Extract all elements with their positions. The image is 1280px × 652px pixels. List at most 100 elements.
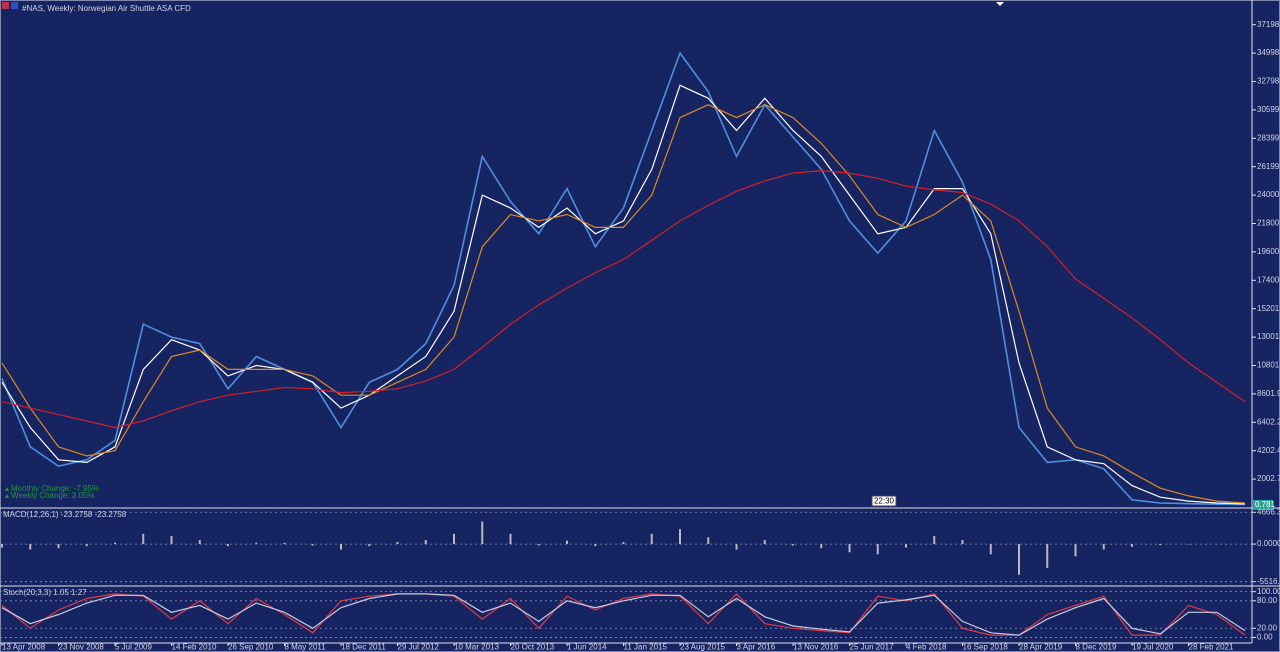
y-tick-label: 20.00 [1257, 623, 1278, 632]
x-tick-label: 5 Jul 2009 [115, 643, 152, 652]
histogram-bar [114, 542, 116, 545]
y-tick-label: 8601.93 [1257, 389, 1280, 398]
last-price-box [1253, 499, 1273, 510]
histogram-bar [876, 544, 879, 555]
histogram-bar [198, 540, 201, 545]
y-tick-label: 0.0000 [1257, 539, 1280, 548]
histogram-bar [255, 542, 258, 545]
y-tick-label: 37198.35 [1257, 20, 1280, 29]
histogram-bar [170, 535, 173, 545]
histogram-bar [1131, 544, 1133, 547]
panel-title: Stoch(20,3,3) 1.05 1.27 [3, 588, 87, 597]
histogram-bar [707, 537, 710, 545]
histogram-bar [509, 533, 512, 545]
x-tick-label: 4 Feb 2018 [906, 643, 947, 652]
y-tick-label: 10801.65 [1257, 361, 1280, 370]
series-line [1, 104, 1246, 504]
y-tick-label: 6402.2 [1257, 417, 1280, 426]
histogram-bar [1159, 544, 1162, 546]
x-tick-label: 11 Jan 2015 [624, 643, 668, 652]
histogram-bar [1, 544, 3, 548]
x-tick-label: 26 Sep 2010 [228, 643, 274, 652]
histogram-bar [85, 544, 88, 547]
histogram-bar [735, 544, 738, 550]
change-label: Monthly Change: -7.95% [11, 484, 99, 493]
y-tick-label: 19600.55 [1257, 247, 1280, 256]
x-tick-label: 1 Jun 2014 [567, 643, 607, 652]
histogram-bar [340, 544, 342, 550]
x-tick-label: 14 Feb 2010 [172, 643, 217, 652]
x-tick-label: 20 Oct 2013 [511, 643, 555, 652]
histogram-bar [933, 535, 936, 545]
histogram-bar [989, 544, 992, 555]
x-tick-label: 23 Aug 2015 [680, 643, 725, 652]
histogram-bar [1102, 544, 1105, 550]
y-tick-label: -5516.75 [1257, 577, 1280, 586]
last-price-label: 0.781 [1255, 500, 1276, 509]
histogram-bar [1074, 544, 1077, 557]
y-tick-label: 13001.38 [1257, 332, 1280, 341]
y-tick-label: 34998.63 [1257, 48, 1280, 57]
histogram-bar [453, 533, 455, 545]
x-tick-label: 18 Dec 2011 [341, 643, 386, 652]
histogram-bar [1046, 544, 1049, 568]
histogram-bar [29, 544, 32, 550]
histogram-bar [650, 533, 653, 545]
histogram-bar [763, 540, 766, 545]
histogram-bar [142, 533, 145, 545]
histogram-bar [792, 544, 794, 546]
panel-title: #NAS, Weekly: Norwegian Air Shuttle ASA … [22, 4, 191, 13]
histogram-bar [622, 542, 625, 545]
histogram-bar [283, 542, 286, 545]
shift-marker [996, 2, 1004, 6]
y-tick-label: 0.00 [1257, 633, 1273, 642]
symbol-icon [2, 2, 9, 9]
y-tick-label: 4202.48 [1257, 446, 1280, 455]
x-tick-label: 3 Apr 2016 [737, 643, 776, 652]
series-line [1, 593, 1246, 636]
clock-label: 22:30 [874, 497, 895, 506]
change-icon [5, 494, 9, 498]
histogram-bar [227, 544, 229, 547]
histogram-bar [820, 544, 823, 549]
histogram-bar [594, 544, 597, 547]
y-tick-label: 24000.00 [1257, 190, 1280, 199]
change-icon [5, 487, 9, 491]
x-tick-label: 16 Sep 2018 [963, 643, 1009, 652]
y-tick-label: 2002.75 [1257, 474, 1280, 483]
series-line [1, 84, 1246, 505]
series-line [1, 169, 1246, 429]
histogram-bar [566, 540, 568, 545]
histogram-bar [679, 529, 681, 545]
symbol-icon [11, 2, 18, 9]
histogram-bar [57, 544, 60, 549]
histogram-bar [396, 542, 399, 545]
y-tick-label: 32798.9 [1257, 77, 1280, 86]
histogram-bar [848, 544, 851, 553]
x-tick-label: 8 Dec 2019 [1076, 643, 1117, 652]
x-tick-label: 8 May 2011 [285, 643, 327, 652]
histogram-bar [1018, 544, 1020, 575]
series-line [1, 593, 1246, 636]
y-tick-label: 26199.73 [1257, 162, 1280, 171]
x-tick-label: 13 Apr 2008 [2, 643, 46, 652]
x-tick-label: 28 Feb 2021 [1189, 643, 1234, 652]
x-tick-label: 29 Jul 2012 [398, 643, 440, 652]
y-tick-label: 30599.18 [1257, 105, 1280, 114]
x-tick-label: 23 Nov 2008 [59, 643, 105, 652]
y-tick-label: 17400.83 [1257, 275, 1280, 284]
x-tick-label: 25 Jun 2017 [850, 643, 895, 652]
histogram-bar [424, 540, 427, 545]
y-tick-label: 4666.38 [1257, 507, 1280, 516]
x-tick-label: 19 Jul 2020 [1132, 643, 1174, 652]
histogram-bar [368, 544, 371, 547]
y-tick-label: 21800.28 [1257, 219, 1280, 228]
histogram-bar [961, 540, 964, 545]
clock-box [871, 495, 897, 507]
histogram-bar [537, 544, 540, 546]
x-tick-label: 13 Nov 2016 [793, 643, 839, 652]
y-tick-label: 28399.45 [1257, 133, 1280, 142]
